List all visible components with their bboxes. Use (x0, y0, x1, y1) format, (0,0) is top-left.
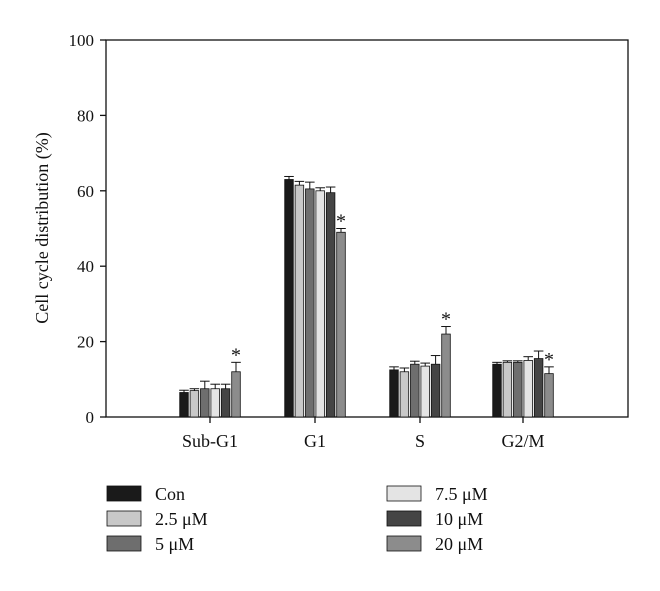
legend-label: 7.5 μM (435, 484, 488, 504)
bar (441, 333, 451, 418)
plot-area: 0 20 40 60 80 100 Sub-G1 G1 S G2/M * * * * (69, 31, 629, 451)
bar (179, 392, 189, 418)
bar (315, 190, 325, 418)
bar (200, 388, 210, 418)
bar (502, 361, 513, 418)
significance-marker: * (336, 211, 346, 233)
y-tick-label: 80 (77, 106, 94, 125)
legend-swatch (106, 535, 142, 552)
y-axis-label: Cell cycle distribution (%) (32, 132, 53, 323)
bar (210, 388, 220, 418)
x-tick-label: Sub-G1 (182, 431, 238, 451)
significance-marker: * (544, 349, 554, 371)
bar (325, 192, 336, 418)
legend-swatch (386, 535, 422, 552)
legend-label: 20 μM (435, 534, 483, 554)
legend-label: 10 μM (435, 509, 483, 529)
bar (305, 188, 315, 418)
y-tick-label: 20 (77, 333, 94, 352)
legend-label: Con (155, 484, 185, 504)
plot-frame (105, 39, 629, 418)
x-tick-label: G2/M (501, 431, 544, 451)
legend-swatch (386, 485, 422, 502)
bar (284, 179, 294, 418)
bar (523, 360, 533, 418)
legend: Con 2.5 μM 5 μM 7.5 μM 10 μM 20 μM (106, 484, 488, 554)
bar (336, 231, 346, 418)
bar (231, 371, 241, 418)
legend-swatch (386, 510, 422, 527)
bar (420, 365, 430, 418)
bar (492, 363, 502, 418)
legend-label: 2.5 μM (155, 509, 208, 529)
bar (410, 363, 420, 418)
y-tick-label: 100 (69, 31, 95, 50)
bar (513, 361, 523, 418)
legend-swatch (106, 485, 142, 502)
significance-marker: * (231, 344, 241, 366)
bar (189, 390, 200, 418)
x-tick-label: S (415, 431, 425, 451)
bar (533, 358, 544, 418)
x-tick-label: G1 (304, 431, 326, 451)
legend-label: 5 μM (155, 534, 194, 554)
significance-marker: * (441, 309, 451, 331)
bar (399, 371, 410, 418)
bar (294, 184, 305, 418)
y-tick-label: 60 (77, 182, 94, 201)
legend-swatch (106, 510, 142, 527)
y-tick-label: 40 (77, 257, 94, 276)
bar (544, 373, 554, 418)
bar (430, 363, 441, 418)
y-tick-label: 0 (86, 408, 95, 427)
bar (389, 369, 399, 418)
bar (220, 388, 231, 418)
